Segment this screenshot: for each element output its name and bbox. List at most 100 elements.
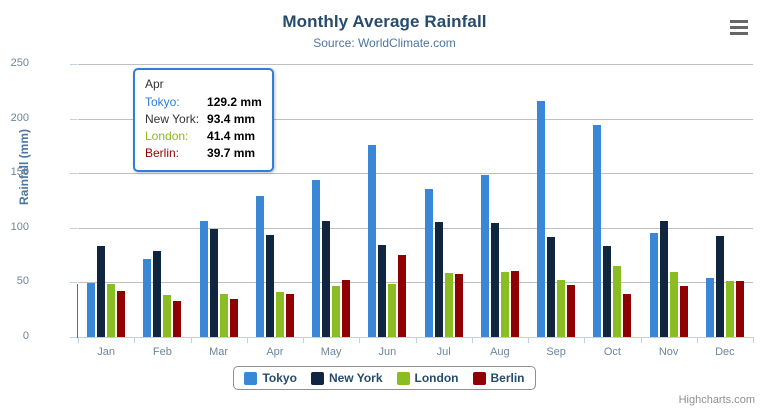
bar-tokyo-aug[interactable] — [480, 174, 489, 337]
bar-new-york-mar[interactable] — [209, 229, 218, 337]
hamburger-bar-bottom — [730, 32, 748, 35]
x-axis-label-oct: Oct — [603, 346, 621, 358]
gridline — [78, 64, 753, 65]
bar-new-york-apr[interactable] — [265, 235, 274, 337]
legend-item-new-york[interactable]: New York — [310, 371, 383, 385]
bar-berlin-jan[interactable] — [117, 290, 126, 337]
bar-tokyo-dec[interactable] — [705, 277, 714, 337]
x-axis-tick-mark — [640, 337, 642, 343]
x-axis-label-dec: Dec — [715, 346, 735, 358]
bar-london-apr[interactable] — [275, 291, 284, 337]
x-axis-tick-mark — [415, 337, 417, 343]
y-axis-tick-label: 0 — [22, 330, 29, 342]
bar-london-dec[interactable] — [725, 281, 734, 337]
bar-new-york-sep[interactable] — [547, 237, 556, 337]
bar-berlin-jul[interactable] — [454, 274, 463, 337]
x-axis-label-mar: Mar — [209, 346, 229, 358]
bar-london-nov[interactable] — [669, 272, 678, 337]
bar-berlin-feb[interactable] — [173, 300, 182, 337]
bar-tokyo-sep[interactable] — [537, 100, 546, 337]
bar-london-mar[interactable] — [219, 294, 228, 337]
bar-berlin-oct[interactable] — [623, 294, 632, 337]
tooltip-row: London: 41.4 mm — [145, 128, 262, 145]
bar-london-sep[interactable] — [557, 279, 566, 337]
bar-london-may[interactable] — [332, 285, 341, 337]
bar-tokyo-nov[interactable] — [649, 232, 658, 337]
x-axis-tick-mark — [190, 337, 192, 343]
x-axis-tick-mark — [471, 337, 473, 343]
bar-tokyo-mar[interactable] — [199, 220, 208, 337]
credits-label[interactable]: Highcharts.com — [678, 394, 755, 406]
bar-tokyo-jun[interactable] — [368, 144, 377, 337]
tooltip-series-name: Tokyo: — [145, 95, 180, 109]
x-axis-tick-mark — [246, 337, 248, 343]
y-axis-tick-mark — [70, 173, 77, 175]
legend: Tokyo New York London Berlin — [0, 366, 769, 390]
bar-tokyo-jan[interactable] — [87, 282, 96, 337]
tooltip-series-value: 129.2 mm — [207, 95, 262, 109]
x-axis-label-nov: Nov — [658, 346, 679, 358]
bar-new-york-dec[interactable] — [715, 236, 724, 337]
bar-london-jun[interactable] — [388, 284, 397, 337]
legend-label: New York — [328, 371, 383, 385]
bar-tokyo-may[interactable] — [312, 179, 321, 337]
bar-berlin-jun[interactable] — [398, 254, 407, 337]
hamburger-menu-icon[interactable] — [727, 16, 751, 38]
x-axis-label-may: May — [320, 346, 342, 358]
bar-new-york-oct[interactable] — [603, 245, 612, 337]
bar-berlin-aug[interactable] — [510, 271, 519, 337]
x-axis-label-aug: Aug — [490, 346, 510, 358]
bar-berlin-apr[interactable] — [285, 293, 294, 337]
bar-tokyo-oct[interactable] — [593, 125, 602, 337]
y-axis-line — [77, 284, 78, 338]
x-axis-tick-mark — [359, 337, 361, 343]
chart-title: Monthly Average Rainfall — [282, 12, 487, 31]
legend-swatch-icon — [310, 371, 324, 385]
legend-swatch-icon — [396, 371, 410, 385]
bar-berlin-dec[interactable] — [735, 281, 744, 337]
tooltip-row: Berlin: 39.7 mm — [145, 145, 262, 162]
bar-tokyo-feb[interactable] — [143, 258, 152, 337]
bar-berlin-nov[interactable] — [679, 285, 688, 337]
y-axis-tick-mark — [70, 227, 77, 229]
legend-item-london[interactable]: London — [396, 371, 459, 385]
y-axis-tick-label: 100 — [10, 220, 29, 233]
bar-london-oct[interactable] — [613, 265, 622, 337]
gridline — [78, 227, 753, 229]
bar-new-york-jan[interactable] — [97, 245, 106, 337]
bar-london-aug[interactable] — [500, 271, 509, 337]
bar-new-york-may[interactable] — [322, 221, 331, 337]
legend-label: Tokyo — [262, 371, 297, 385]
bar-new-york-jul[interactable] — [434, 222, 443, 337]
tooltip-series-value: 41.4 mm — [207, 129, 256, 143]
y-axis-tick-label: 50 — [16, 275, 29, 288]
bar-new-york-jun[interactable] — [378, 244, 387, 337]
bar-berlin-mar[interactable] — [229, 299, 238, 337]
bar-new-york-feb[interactable] — [153, 250, 162, 337]
legend-box: Tokyo New York London Berlin — [233, 366, 536, 390]
bar-london-jul[interactable] — [444, 272, 453, 337]
plot-area: 0 50 100 150 200 250 Jan Feb Mar Apr May Jun Jul Aug… — [11, 57, 754, 358]
gridline — [78, 118, 753, 120]
x-axis-label-apr: Apr — [266, 346, 284, 358]
bar-london-jan[interactable] — [107, 283, 116, 337]
legend-item-tokyo[interactable]: Tokyo — [244, 371, 297, 385]
gridline — [78, 173, 753, 175]
x-axis-label-jun: Jun — [378, 346, 397, 358]
x-axis-tick-mark — [78, 337, 79, 343]
bar-new-york-nov[interactable] — [659, 220, 668, 337]
bar-new-york-aug[interactable] — [490, 223, 499, 337]
tooltip-series-value: 39.7 mm — [207, 146, 256, 160]
bar-berlin-may[interactable] — [342, 279, 351, 337]
bar-berlin-sep[interactable] — [567, 285, 576, 337]
y-axis-tick-label: 200 — [10, 111, 29, 124]
legend-item-berlin[interactable]: Berlin — [472, 371, 525, 385]
bar-tokyo-apr[interactable] — [255, 195, 264, 337]
bar-tokyo-jul[interactable] — [424, 188, 433, 337]
gridline — [78, 282, 753, 284]
bar-london-feb[interactable] — [163, 294, 172, 337]
legend-label: Berlin — [490, 371, 525, 385]
x-axis-label-jul: Jul — [436, 346, 451, 358]
y-axis-tick-mark — [70, 64, 77, 65]
